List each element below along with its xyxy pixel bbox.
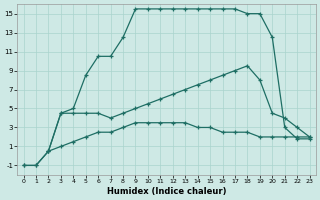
X-axis label: Humidex (Indice chaleur): Humidex (Indice chaleur) (107, 187, 226, 196)
